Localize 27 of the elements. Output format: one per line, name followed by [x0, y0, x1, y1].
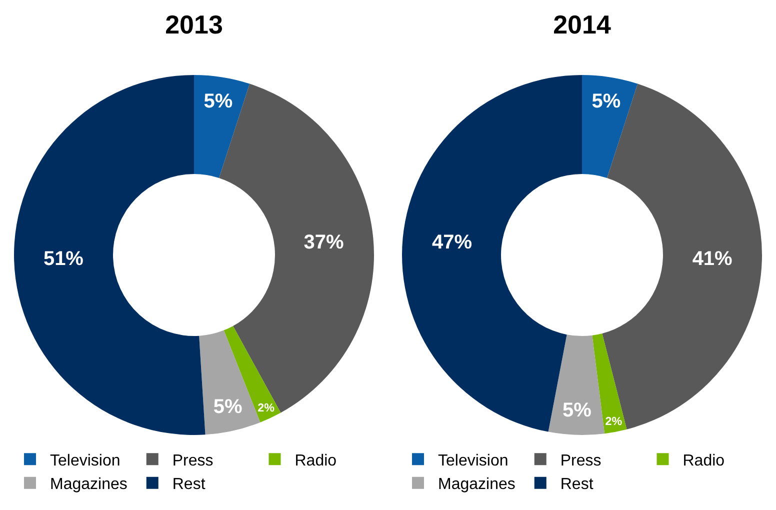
chart-title: 2013	[165, 10, 223, 40]
data-label: 41%	[692, 248, 733, 270]
legend-label: Press	[560, 452, 602, 470]
legend-label: Rest	[560, 476, 594, 494]
donut-slice	[194, 75, 250, 178]
legend-label: Magazines	[50, 476, 128, 494]
legend-label: Rest	[172, 476, 206, 494]
data-label: 47%	[432, 232, 472, 254]
legend-label: Television	[50, 452, 120, 470]
data-label: 5%	[592, 90, 621, 112]
data-label: 5%	[562, 400, 592, 422]
data-label: 5%	[213, 396, 243, 418]
legend-label: Press	[172, 452, 214, 470]
legend-label: Radio	[682, 452, 725, 470]
legend-label: Magazines	[438, 476, 516, 494]
data-label: 51%	[43, 248, 84, 270]
data-label: 5%	[204, 90, 233, 112]
donut-slice	[592, 333, 627, 434]
data-label: 37%	[304, 232, 344, 254]
donut-slice	[14, 75, 206, 435]
legend-label: Television	[438, 452, 508, 470]
donut-slice	[548, 334, 605, 435]
data-label: 2%	[605, 414, 623, 428]
donut-slice	[582, 75, 638, 178]
data-label: 2%	[258, 402, 276, 415]
chart-title: 2014	[553, 10, 612, 40]
legend-label: Radio	[294, 452, 337, 470]
